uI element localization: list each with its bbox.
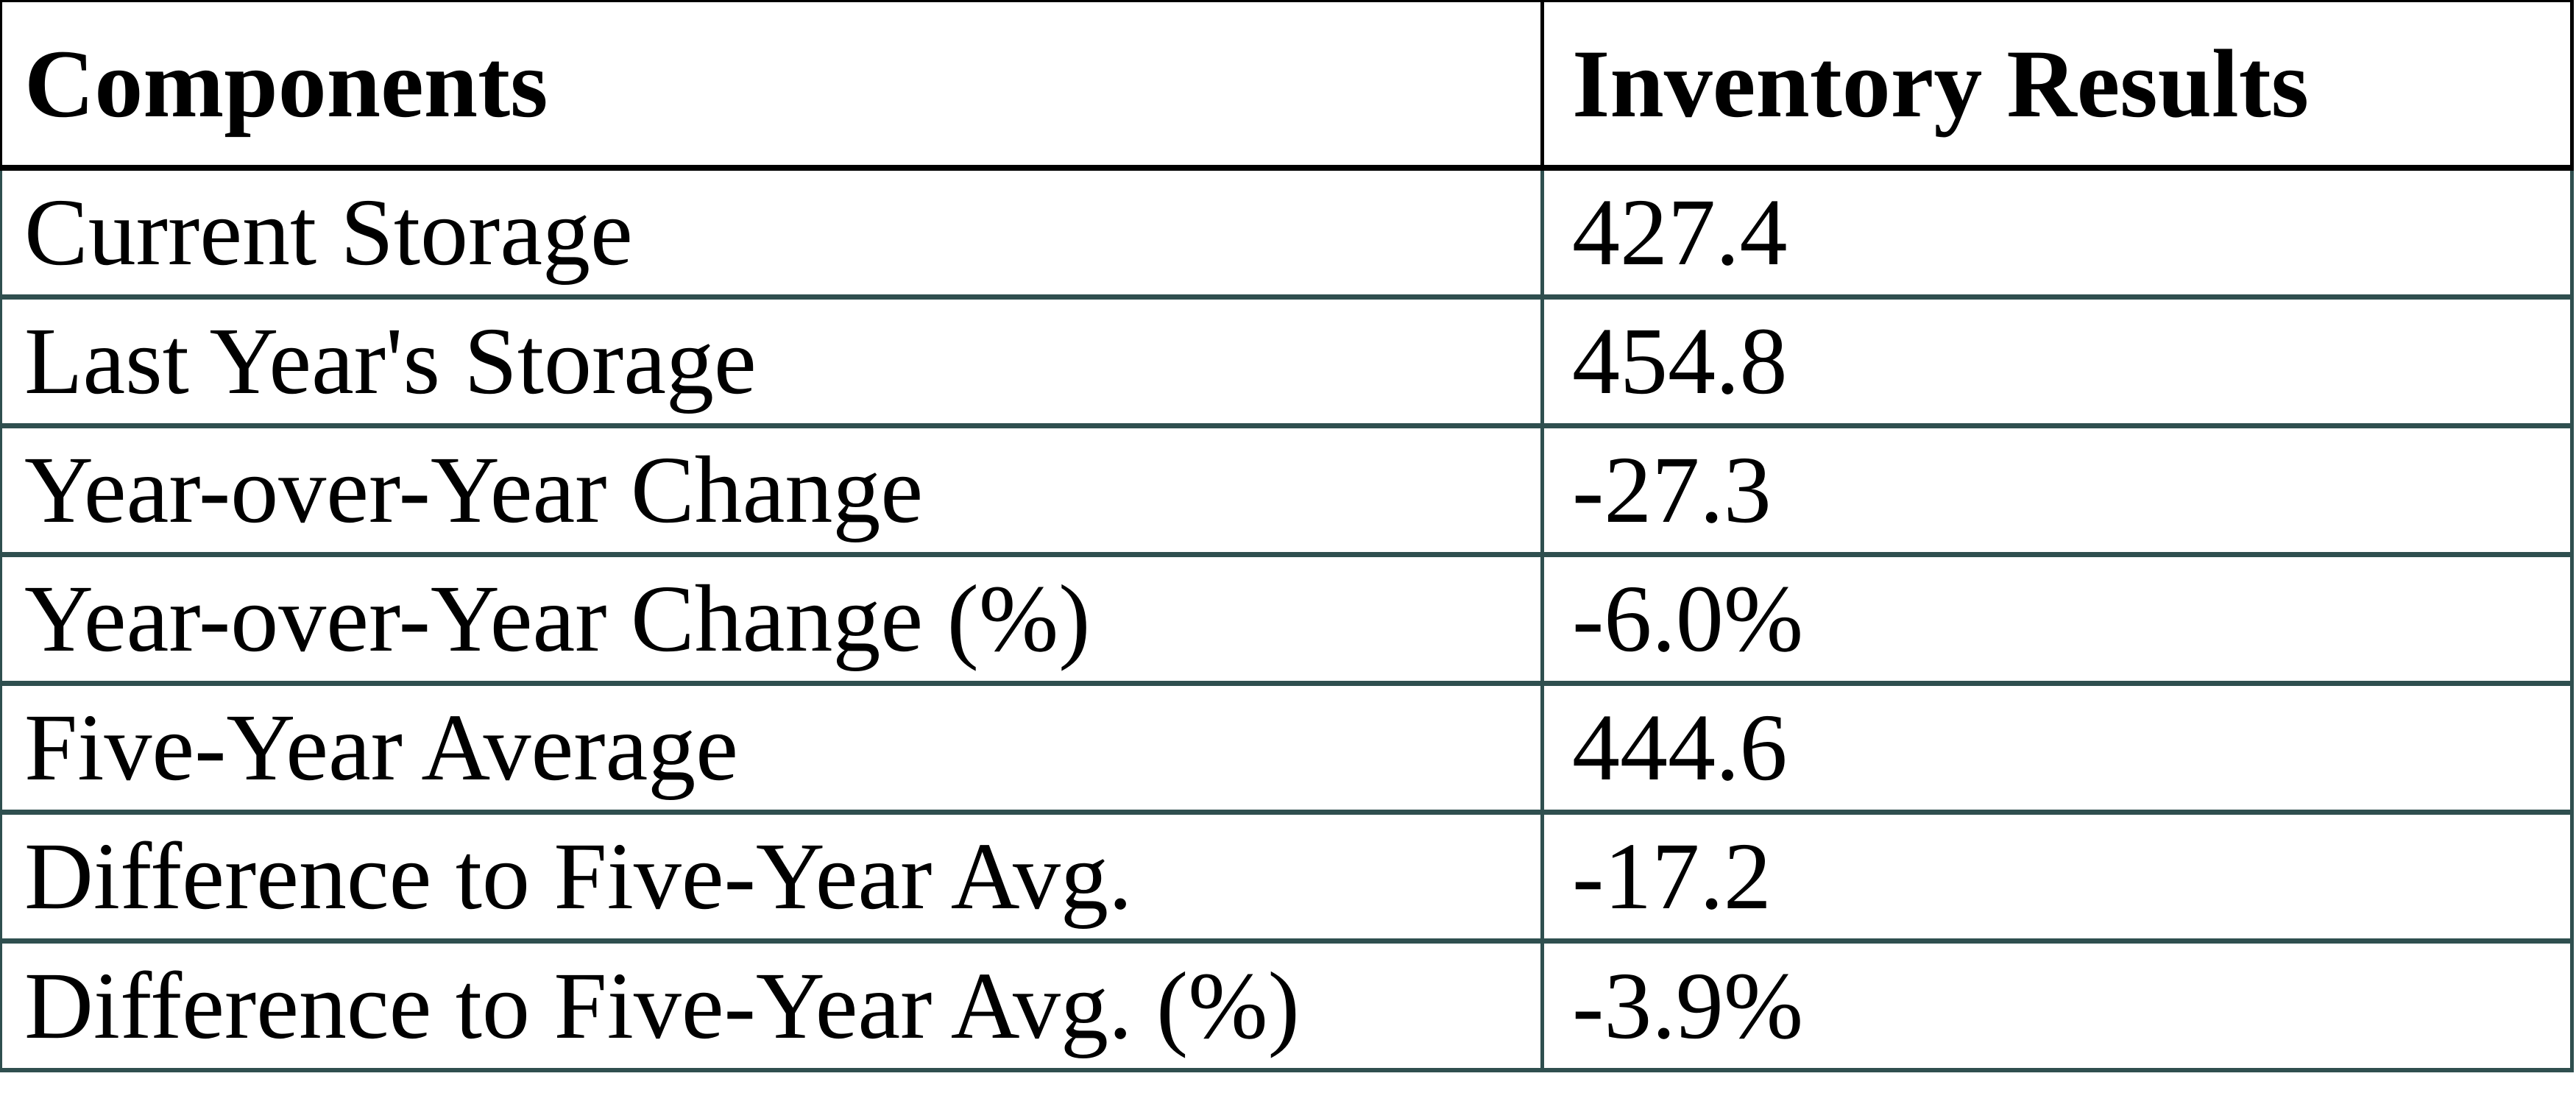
table-row: Current Storage 427.4 (0, 171, 2574, 300)
inventory-value: -3.9% (1544, 944, 2574, 1072)
component-label: Current Storage (0, 171, 1544, 300)
component-label: Difference to Five-Year Avg. (0, 815, 1544, 944)
inventory-value: -6.0% (1544, 557, 2574, 686)
inventory-value: 427.4 (1544, 171, 2574, 300)
inventory-value: 444.6 (1544, 686, 2574, 815)
component-label: Last Year's Storage (0, 300, 1544, 428)
component-label: Difference to Five-Year Avg. (%) (0, 944, 1544, 1072)
inventory-value: 454.8 (1544, 300, 2574, 428)
inventory-value: -17.2 (1544, 815, 2574, 944)
inventory-value: -27.3 (1544, 428, 2574, 557)
table-row: Difference to Five-Year Avg. (%) -3.9% (0, 944, 2574, 1072)
table-row: Five-Year Average 444.6 (0, 686, 2574, 815)
table-row: Year-over-Year Change (%) -6.0% (0, 557, 2574, 686)
column-header-inventory-results: Inventory Results (1544, 0, 2574, 171)
component-label: Year-over-Year Change (0, 428, 1544, 557)
component-label: Five-Year Average (0, 686, 1544, 815)
table-header-row: Components Inventory Results (0, 0, 2574, 171)
table-row: Last Year's Storage 454.8 (0, 300, 2574, 428)
column-header-components: Components (0, 0, 1544, 171)
inventory-table: Components Inventory Results Current Sto… (0, 0, 2574, 1072)
component-label: Year-over-Year Change (%) (0, 557, 1544, 686)
table-row: Difference to Five-Year Avg. -17.2 (0, 815, 2574, 944)
table-row: Year-over-Year Change -27.3 (0, 428, 2574, 557)
